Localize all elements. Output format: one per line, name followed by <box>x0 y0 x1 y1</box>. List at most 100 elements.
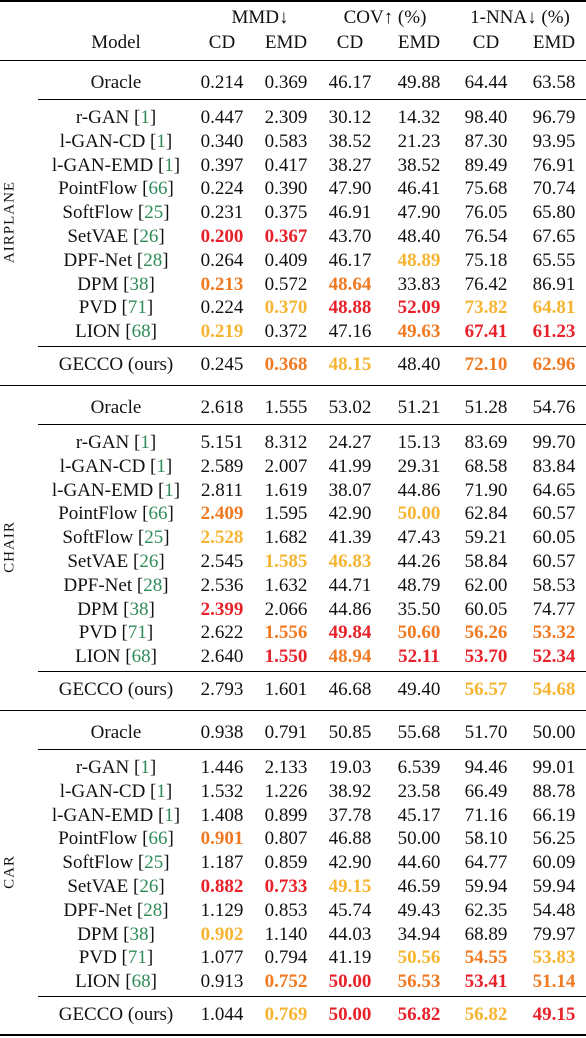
citation-link[interactable]: 1 <box>156 455 166 477</box>
value-cell: 0.447 <box>200 107 244 128</box>
oracle-separator <box>38 424 586 425</box>
citation-link[interactable]: 38 <box>129 923 149 945</box>
citation-link[interactable]: 66 <box>148 178 168 200</box>
value-cell: 46.59 <box>397 876 441 897</box>
value-cell: 0.733 <box>264 876 308 897</box>
citation-link[interactable]: 1 <box>156 780 166 802</box>
value-cell: 44.03 <box>328 923 372 945</box>
citation-link[interactable]: 1 <box>164 154 174 176</box>
value-cell: 49.15 <box>328 876 372 897</box>
value-cell: 0.367 <box>264 226 308 247</box>
value-cell: 56.82 <box>464 1004 508 1025</box>
value-cell: 1.556 <box>264 622 308 644</box>
value-cell: 0.231 <box>200 202 244 224</box>
value-cell: 0.245 <box>200 354 244 375</box>
value-cell: 79.97 <box>532 923 576 945</box>
model-name: SetVAE [26] <box>67 876 165 897</box>
value-cell: 33.83 <box>397 273 441 295</box>
value-cell: 75.18 <box>464 249 508 271</box>
value-cell: 96.79 <box>532 107 576 128</box>
value-cell: 56.25 <box>532 828 576 850</box>
model-label: l-GAN-EMD <box>51 154 154 176</box>
model-name: l-GAN-CD [1] <box>59 130 173 152</box>
value-cell: 50.00 <box>397 828 441 850</box>
value-cell: 0.409 <box>264 249 308 271</box>
model-label: Oracle <box>90 397 142 418</box>
value-cell: 38.52 <box>328 130 372 152</box>
value-cell: 63.58 <box>532 72 576 93</box>
value-cell: 61.23 <box>532 321 576 343</box>
value-cell: 50.56 <box>397 947 441 969</box>
value-cell: 0.417 <box>264 154 308 176</box>
value-cell: 47.16 <box>328 321 372 343</box>
value-cell: 60.05 <box>464 598 508 620</box>
value-cell: 48.94 <box>328 646 372 668</box>
value-cell: 67.41 <box>464 321 508 343</box>
value-cell: 0.791 <box>264 722 308 743</box>
citation-link[interactable]: 26 <box>139 551 159 572</box>
value-cell: 56.53 <box>397 971 441 993</box>
model-label: SetVAE <box>67 876 129 897</box>
citation-link[interactable]: 71 <box>127 622 147 644</box>
citation-link[interactable]: 68 <box>131 971 151 993</box>
citation-link[interactable]: 25 <box>144 527 164 549</box>
citation-link[interactable]: 66 <box>148 503 168 525</box>
model-label: PointFlow <box>58 828 138 850</box>
value-cell: 0.899 <box>264 804 308 826</box>
citation-link[interactable]: 68 <box>131 646 151 668</box>
model-label: SoftFlow <box>62 852 134 874</box>
value-cell: 48.40 <box>397 226 441 247</box>
citation-link[interactable]: 1 <box>156 130 166 152</box>
model-name: DPM [38] <box>77 923 155 945</box>
value-cell: 49.88 <box>397 72 441 93</box>
citation-link[interactable]: 38 <box>129 598 149 620</box>
model-name: l-GAN-CD [1] <box>59 455 173 477</box>
model-label: r-GAN <box>75 432 130 453</box>
value-cell: 2.133 <box>264 757 308 778</box>
value-cell: 1.226 <box>264 780 308 802</box>
model-label: GECCO (ours) <box>58 679 174 700</box>
value-cell: 87.30 <box>464 130 508 152</box>
model-name: l-GAN-EMD [1] <box>51 479 181 501</box>
model-name: SetVAE [26] <box>67 226 165 247</box>
value-cell: 48.88 <box>328 297 372 319</box>
header-group-cov: COV↑ (%) <box>343 7 427 28</box>
value-cell: 2.811 <box>200 479 244 501</box>
model-label: DPM <box>77 273 119 295</box>
value-cell: 45.74 <box>328 899 372 921</box>
value-cell: 50.60 <box>397 622 441 644</box>
value-cell: 2.536 <box>200 574 244 596</box>
value-cell: 50.85 <box>328 722 372 743</box>
citation-link[interactable]: 1 <box>140 107 150 128</box>
citation-link[interactable]: 28 <box>143 574 163 596</box>
model-name: GECCO (ours) <box>38 678 194 702</box>
citation-link[interactable]: 1 <box>140 432 150 453</box>
citation-link[interactable]: 71 <box>127 947 147 969</box>
value-cell: 60.09 <box>532 852 576 874</box>
citation-link[interactable]: 28 <box>143 249 163 271</box>
citation-link[interactable]: 38 <box>129 273 149 295</box>
citation-link[interactable]: 1 <box>164 804 174 826</box>
citation-link[interactable]: 26 <box>139 226 159 247</box>
value-cell: 66.19 <box>532 804 576 826</box>
value-cell: 41.39 <box>328 527 372 549</box>
citation-link[interactable]: 68 <box>131 321 151 343</box>
value-cell: 71.16 <box>464 804 508 826</box>
citation-link[interactable]: 25 <box>144 852 164 874</box>
citation-link[interactable]: 26 <box>139 876 159 897</box>
citation-link[interactable]: 1 <box>140 757 150 778</box>
citation-link[interactable]: 71 <box>127 297 147 319</box>
model-label: SetVAE <box>67 226 129 247</box>
model-name: PVD [71] <box>78 622 154 644</box>
header-sub-cov-cd: CD <box>336 32 364 53</box>
value-cell: 2.066 <box>264 598 308 620</box>
model-name: GECCO (ours) <box>38 353 194 377</box>
value-cell: 64.44 <box>464 72 508 93</box>
citation-link[interactable]: 1 <box>164 479 174 501</box>
citation-link[interactable]: 25 <box>144 202 164 224</box>
citation-link[interactable]: 28 <box>143 899 163 921</box>
citation-link[interactable]: 66 <box>148 828 168 850</box>
model-label: LION <box>75 321 121 343</box>
value-cell: 2.007 <box>264 455 308 477</box>
value-cell: 75.68 <box>464 178 508 200</box>
